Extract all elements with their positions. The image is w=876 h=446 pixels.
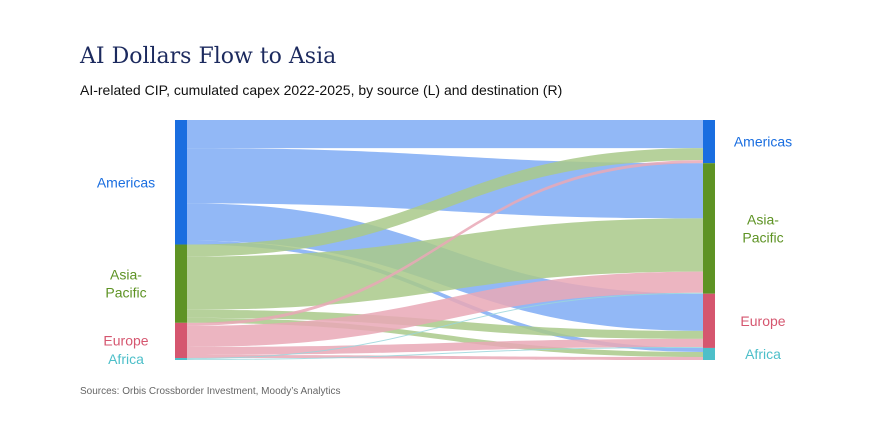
- dest-label-asia-pacific: Asia-Pacific: [742, 211, 783, 245]
- flow-europe-to-europe: [187, 338, 703, 355]
- dest-node-asia-pacific: [703, 163, 715, 294]
- flow-americas-to-americas: [187, 120, 703, 149]
- chart-subtitle: AI-related CIP, cumulated capex 2022-202…: [80, 82, 563, 98]
- flow-americas-to-africa: [187, 240, 703, 352]
- flow-asia-pacific-to-europe: [187, 309, 703, 339]
- dest-node-americas: [703, 120, 715, 164]
- dest-node-africa: [703, 347, 715, 360]
- source-node-americas: [175, 120, 187, 245]
- source-label-europe: Europe: [103, 332, 148, 348]
- flow-links: [187, 120, 703, 360]
- flow-nodes: [175, 120, 715, 360]
- source-label-asia-pacific: Asia-Pacific: [105, 267, 146, 301]
- source-node-africa: [175, 357, 187, 360]
- node-labels: Americas Asia-Pacific Europe Africa Americas…: [97, 134, 792, 367]
- flow-africa-to-asia-pacific: [187, 292, 703, 359]
- dest-label-americas: Americas: [734, 134, 792, 150]
- flow-africa-to-europe: [187, 346, 703, 360]
- dest-node-europe: [703, 293, 715, 348]
- flow-asia-pacific-to-americas: [187, 148, 703, 257]
- chart-title: AI Dollars Flow to Asia: [80, 44, 337, 69]
- dest-label-africa: Africa: [745, 346, 781, 362]
- flow-europe-to-americas: [187, 160, 703, 326]
- dest-label-europe: Europe: [740, 313, 785, 329]
- flow-europe-to-africa: [187, 354, 703, 360]
- source-note: Sources: Orbis Crossborder Investment, M…: [80, 386, 341, 397]
- flow-asia-pacific-to-asia-pacific: [187, 218, 703, 310]
- source-node-europe: [175, 322, 187, 358]
- flow-europe-to-asia-pacific: [187, 271, 703, 347]
- source-label-africa: Africa: [108, 351, 144, 367]
- flow-asia-pacific-to-africa: [187, 317, 703, 357]
- source-node-asia-pacific: [175, 244, 187, 323]
- source-label-americas: Americas: [97, 174, 155, 190]
